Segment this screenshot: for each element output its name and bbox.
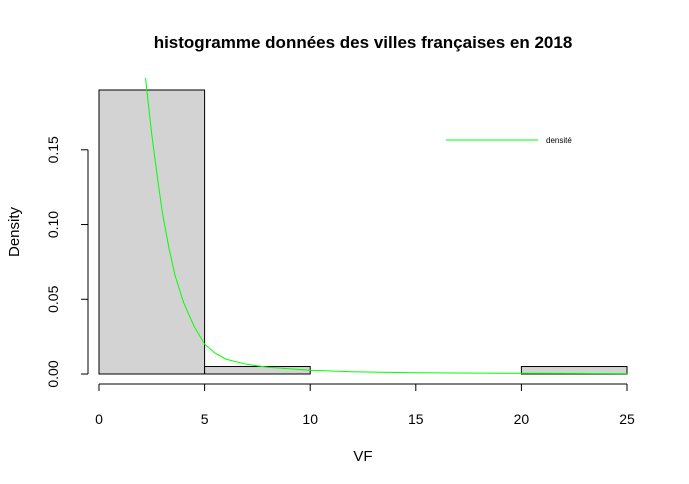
y-axis-label: Density (6, 206, 23, 257)
x-tick-label-2: 10 (302, 411, 318, 427)
histogram-bar-4 (520, 366, 628, 375)
legend-label-densite: densité (546, 136, 572, 145)
x-axis-label: VF (353, 448, 372, 465)
y-tick-label-3: 0.15 (45, 136, 61, 163)
y-axis: 0.00 0.05 0.10 0.15 (45, 136, 89, 388)
y-tick-label-1: 0.05 (45, 285, 61, 312)
histogram-bar-1 (204, 366, 311, 375)
x-tick-label-3: 15 (408, 411, 424, 427)
y-tick-label-0: 0.00 (45, 360, 61, 387)
x-axis: 0 5 10 15 20 25 (95, 383, 635, 427)
x-tick-label-5: 25 (619, 411, 635, 427)
x-tick-label-0: 0 (95, 411, 103, 427)
histogram-bars (98, 89, 628, 375)
density-curve-group (145, 77, 628, 375)
x-tick-label-4: 20 (514, 411, 530, 427)
x-tick-label-1: 5 (201, 411, 209, 427)
y-tick-label-2: 0.10 (45, 211, 61, 238)
density-curve (145, 77, 628, 375)
legend: densité (446, 136, 572, 145)
chart-title: histogramme données des villes française… (154, 33, 573, 52)
